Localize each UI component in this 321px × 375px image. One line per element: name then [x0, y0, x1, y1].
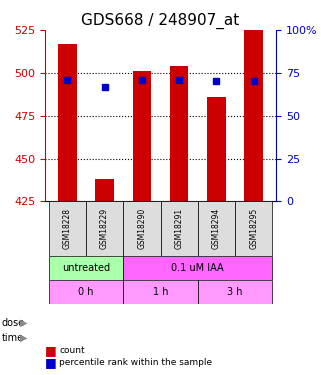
Text: ■: ■ — [45, 356, 57, 369]
Bar — [49, 201, 86, 256]
Text: 1 h: 1 h — [153, 287, 168, 297]
Bar — [207, 97, 226, 201]
Text: count: count — [59, 346, 85, 355]
Bar — [58, 44, 77, 201]
Bar — [235, 201, 272, 256]
Text: GSM18290: GSM18290 — [137, 208, 146, 249]
Bar — [123, 280, 198, 304]
Text: percentile rank within the sample: percentile rank within the sample — [59, 358, 213, 367]
Text: 0 h: 0 h — [78, 287, 94, 297]
Text: dose: dose — [2, 318, 25, 328]
Text: 3 h: 3 h — [227, 287, 243, 297]
Text: GSM18229: GSM18229 — [100, 208, 109, 249]
Bar — [123, 256, 272, 280]
Bar — [86, 201, 123, 256]
Bar — [198, 280, 272, 304]
Text: ▶: ▶ — [20, 318, 27, 328]
Bar — [49, 256, 123, 280]
Bar — [49, 280, 123, 304]
Bar — [244, 30, 263, 201]
Bar — [198, 201, 235, 256]
Text: ■: ■ — [45, 344, 57, 357]
Bar — [170, 66, 188, 201]
Bar — [133, 71, 151, 201]
Bar — [160, 201, 198, 256]
Text: time: time — [2, 333, 24, 343]
Text: GSM18294: GSM18294 — [212, 208, 221, 249]
Title: GDS668 / 248907_at: GDS668 / 248907_at — [82, 12, 239, 28]
Bar — [123, 201, 160, 256]
Bar — [95, 179, 114, 201]
Text: GSM18291: GSM18291 — [175, 208, 184, 249]
Text: 0.1 uM IAA: 0.1 uM IAA — [171, 263, 224, 273]
Text: untreated: untreated — [62, 263, 110, 273]
Text: ▶: ▶ — [20, 333, 27, 343]
Text: GSM18295: GSM18295 — [249, 208, 258, 249]
Text: GSM18228: GSM18228 — [63, 208, 72, 249]
